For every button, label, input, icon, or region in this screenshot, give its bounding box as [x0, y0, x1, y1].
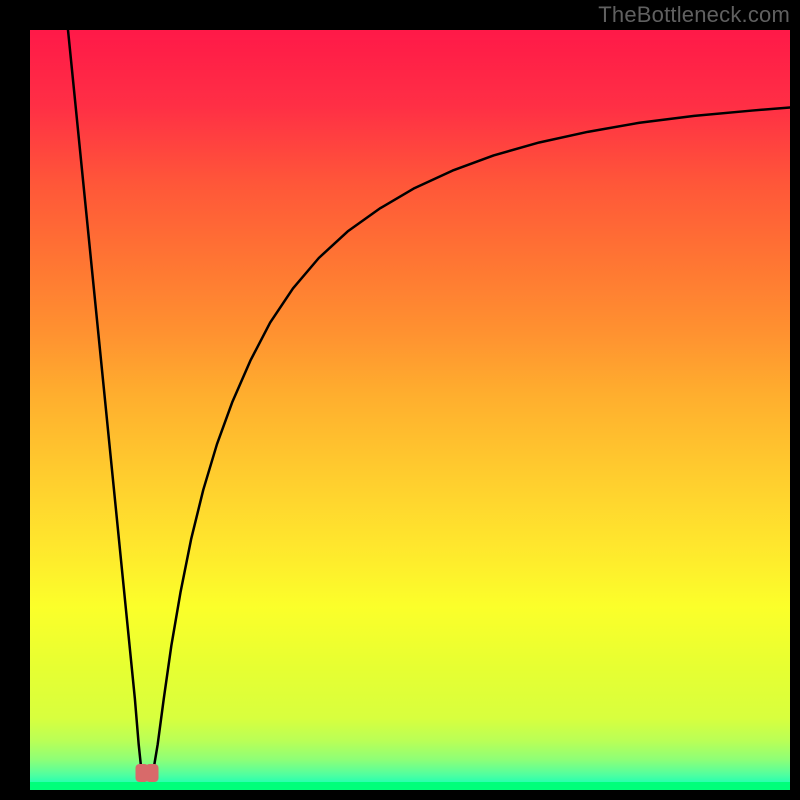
- site-attribution-label: TheBottleneck.com: [598, 2, 790, 28]
- curve-svg: [30, 30, 790, 790]
- marker-1: [146, 764, 159, 782]
- plot-area: [30, 30, 790, 790]
- chart-root: TheBottleneck.com: [0, 0, 800, 800]
- bottom-strip: [30, 782, 790, 790]
- bottleneck-curve: [68, 30, 790, 790]
